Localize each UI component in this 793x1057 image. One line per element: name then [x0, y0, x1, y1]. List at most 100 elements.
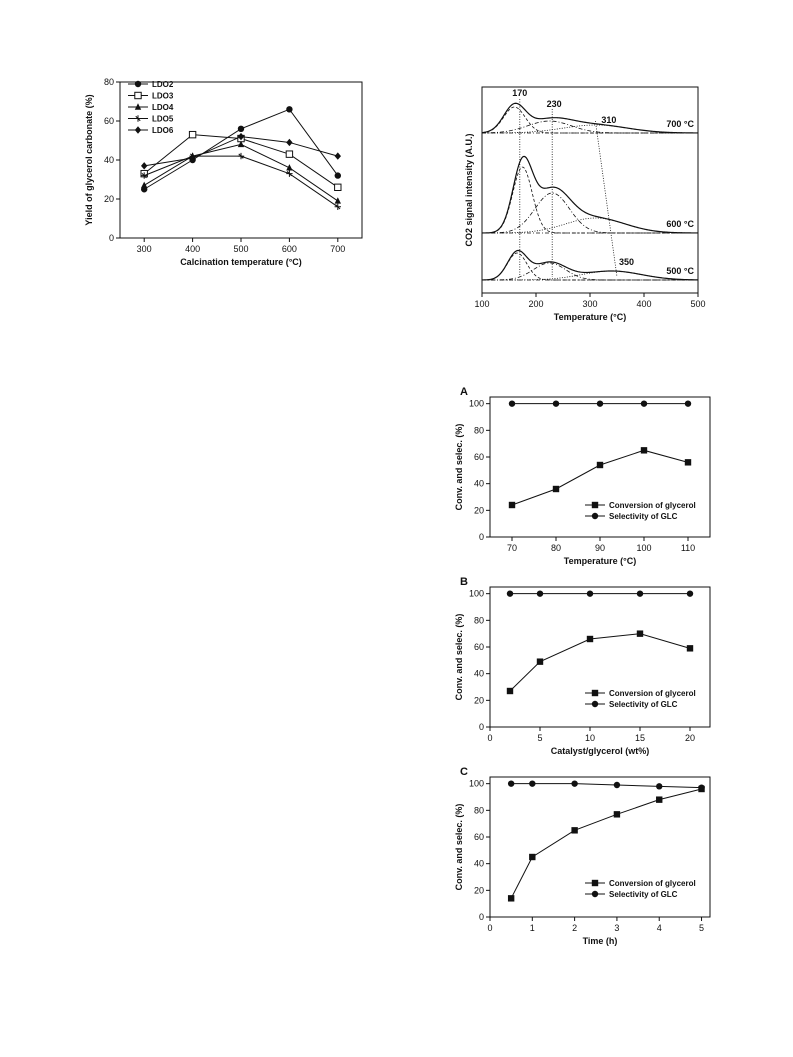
data-point	[596, 400, 604, 407]
data-point	[237, 132, 245, 141]
data-point	[334, 172, 341, 179]
x-axis-label: Catalyst/glycerol (wt%)	[551, 746, 650, 756]
series-selectivity-of-glc	[507, 780, 705, 791]
x-tick-label: 80	[551, 543, 561, 553]
data-point	[508, 400, 516, 407]
data-point	[640, 400, 648, 407]
series-line	[511, 783, 702, 789]
legend-label: LDO5	[152, 115, 174, 124]
x-axis-label: Temperature (°C)	[564, 556, 636, 566]
data-point	[189, 154, 196, 162]
x-tick-label: 5	[699, 923, 704, 933]
legend-marker	[134, 126, 142, 134]
data-point	[237, 140, 245, 148]
data-point	[286, 170, 293, 177]
component-peak	[481, 192, 698, 234]
panel-b-chart: 0 5 10 15 20 0 20 40 60 80 100 Catalyst/glycerol (w…	[445, 575, 720, 765]
x-tick-label: 100	[636, 543, 651, 553]
y-axis-label: Yield of glycerol carbonate (%)	[84, 94, 94, 225]
component-peak	[481, 262, 698, 281]
y-tick-label: 20	[474, 885, 484, 895]
data-point	[613, 811, 621, 818]
tpd-sum-curve	[481, 249, 699, 281]
x-tick-label: 1	[530, 923, 535, 933]
peak-label: 170	[512, 88, 527, 98]
x-tick-label: 300	[582, 299, 597, 309]
data-point	[684, 400, 692, 407]
series-selectivity-of-glc	[506, 590, 694, 597]
y-tick-label: 60	[474, 452, 484, 462]
x-tick-label: 5	[537, 733, 542, 743]
data-point	[640, 447, 648, 454]
y-tick-label: 20	[104, 194, 114, 204]
data-point	[636, 630, 644, 637]
data-point	[285, 150, 294, 158]
peak-label: 230	[547, 99, 562, 109]
tpd-sum-curve	[481, 155, 699, 234]
data-point	[237, 152, 245, 160]
legend-marker	[134, 91, 142, 100]
panel-label: C	[460, 766, 468, 778]
data-point	[508, 501, 516, 509]
legend: Conversion of glycerol Selectivity of GLC	[585, 689, 696, 709]
plot-frame	[481, 86, 699, 294]
data-point	[529, 780, 536, 787]
peak-label: 310	[601, 115, 616, 125]
data-point	[286, 138, 293, 147]
y-tick-label: 20	[474, 505, 484, 515]
data-point	[698, 784, 705, 791]
peak-guide-310-350	[595, 120, 618, 278]
data-point	[507, 895, 515, 902]
series-conversion-of-glycerol	[508, 447, 692, 509]
x-tick-label: 2	[572, 923, 577, 933]
data-point	[613, 781, 621, 789]
legend-label: LDO4	[152, 103, 174, 112]
data-point	[506, 590, 514, 597]
tpd-curve-0: 700 °C	[481, 102, 699, 134]
x-tick-label: 3	[614, 923, 619, 933]
y-tick-label: 0	[479, 722, 484, 732]
x-tick-label: 400	[636, 299, 651, 309]
tpd-curve-1: 600 °C	[481, 155, 699, 234]
legend-marker	[134, 103, 142, 110]
legend: Conversion of glycerol Selectivity of GLC	[585, 879, 696, 899]
data-point	[571, 780, 578, 787]
x-tick-label: 500	[233, 244, 248, 254]
data-point	[507, 780, 515, 787]
data-point	[334, 197, 341, 204]
x-tick-label: 20	[685, 733, 695, 743]
legend-label: Conversion of glycerol	[609, 501, 696, 510]
yield-chart: 300 400 500 600 700 0 20 40 60 80 Calcination temp…	[70, 70, 370, 280]
y-axis-label: Conv. and selec. (%)	[454, 804, 464, 891]
legend-marker	[591, 700, 599, 708]
series-ldo6	[141, 132, 341, 170]
curve-label: 500 °C	[666, 266, 694, 276]
legend-label: LDO2	[152, 80, 174, 89]
tpd-chart: 100 200 300 400 500 Temperature (°C) CO2 signa…	[450, 85, 730, 325]
y-tick-label: 60	[104, 116, 114, 126]
legend-marker	[134, 80, 142, 88]
y-axis-label: Conv. and selec. (%)	[454, 424, 464, 511]
panel-label: A	[460, 386, 468, 398]
data-point	[536, 658, 544, 665]
data-point	[286, 106, 293, 113]
x-axis-label: Temperature (°C)	[554, 312, 626, 322]
x-tick-label: 90	[595, 543, 605, 553]
y-tick-label: 40	[474, 479, 484, 489]
legend-label: LDO3	[152, 92, 174, 101]
y-tick-label: 100	[469, 779, 484, 789]
x-tick-label: 300	[137, 244, 152, 254]
series-selectivity-of-glc	[508, 400, 692, 407]
y-tick-label: 100	[469, 589, 484, 599]
data-point	[334, 203, 341, 210]
y-tick-label: 60	[474, 642, 484, 652]
y-axis-label: CO2 signal intensity (A.U.)	[464, 133, 474, 246]
y-tick-label: 0	[479, 912, 484, 922]
series-line	[510, 788, 702, 899]
data-point	[286, 164, 293, 171]
data-point	[636, 590, 644, 597]
x-tick-label: 4	[657, 923, 662, 933]
legend-marker	[591, 890, 599, 898]
peak-label: 350	[619, 257, 634, 267]
legend-label: LDO6	[152, 126, 174, 135]
